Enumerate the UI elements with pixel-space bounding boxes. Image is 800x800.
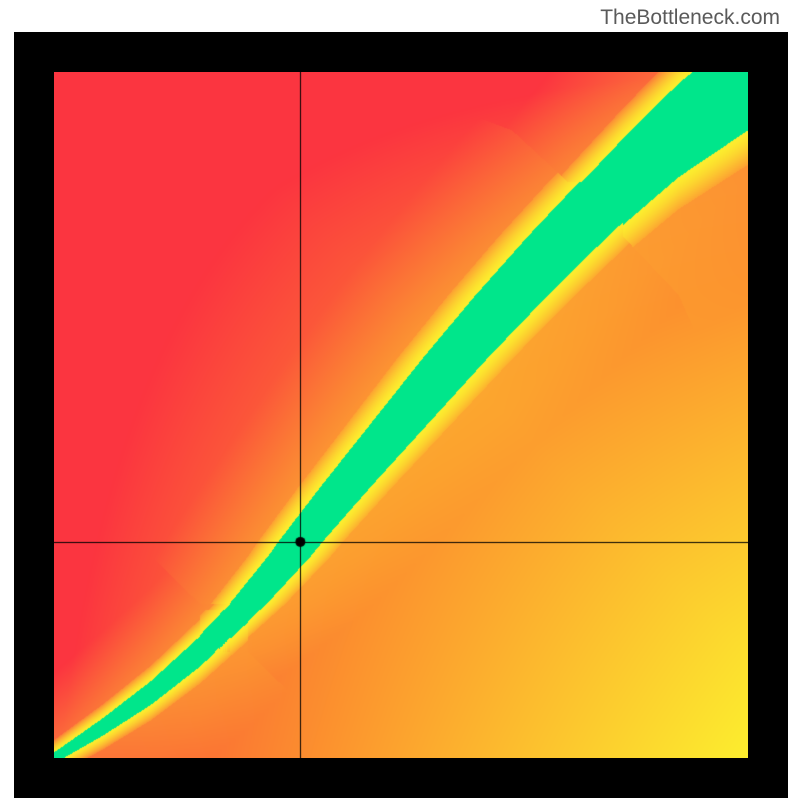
plot-frame (14, 32, 788, 798)
chart-container: TheBottleneck.com (0, 0, 800, 800)
crosshair-overlay (54, 72, 748, 758)
watermark-text: TheBottleneck.com (600, 6, 780, 30)
